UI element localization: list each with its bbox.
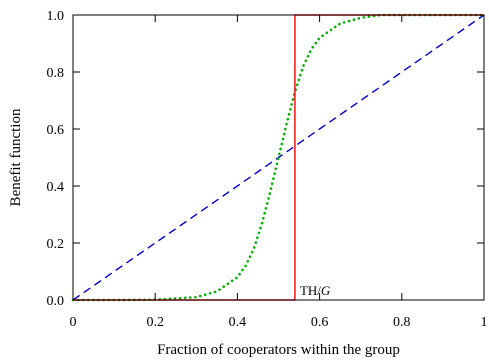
axis-ticks (72, 14, 485, 301)
x-tick-label: 0.2 (146, 315, 164, 330)
y-tick-label: 0.8 (47, 66, 65, 81)
x-tick-label: 0 (70, 315, 77, 330)
x-tick-label: 1 (481, 315, 488, 330)
y-tick-label: 0.6 (47, 123, 65, 138)
threshold-annotation-main: TH/ (300, 283, 321, 298)
y-axis-label: Benefit function (8, 108, 24, 206)
threshold-annotation: TH/G (300, 283, 331, 298)
plot-series (71, 13, 486, 302)
y-tick-label: 1.0 (47, 9, 65, 24)
x-tick-label: 0.4 (229, 315, 247, 330)
x-tick-label: 0.6 (311, 315, 329, 330)
plot-frame (72, 14, 485, 301)
y-tick-label: 0.2 (47, 237, 65, 252)
x-tick-label: 0.8 (393, 315, 411, 330)
axis-tick-labels: 0 0.2 0.4 0.6 0.8 1 0.0 0.2 0.4 0.6 0.8 1.0 (47, 9, 488, 330)
y-tick-label: 0.4 (47, 180, 65, 195)
y-tick-label: 0.0 (47, 294, 65, 309)
x-axis-label: Fraction of cooperators within the group (157, 342, 400, 358)
series-line-dashed (72, 14, 485, 301)
threshold-annotation-italic: G (321, 283, 331, 298)
